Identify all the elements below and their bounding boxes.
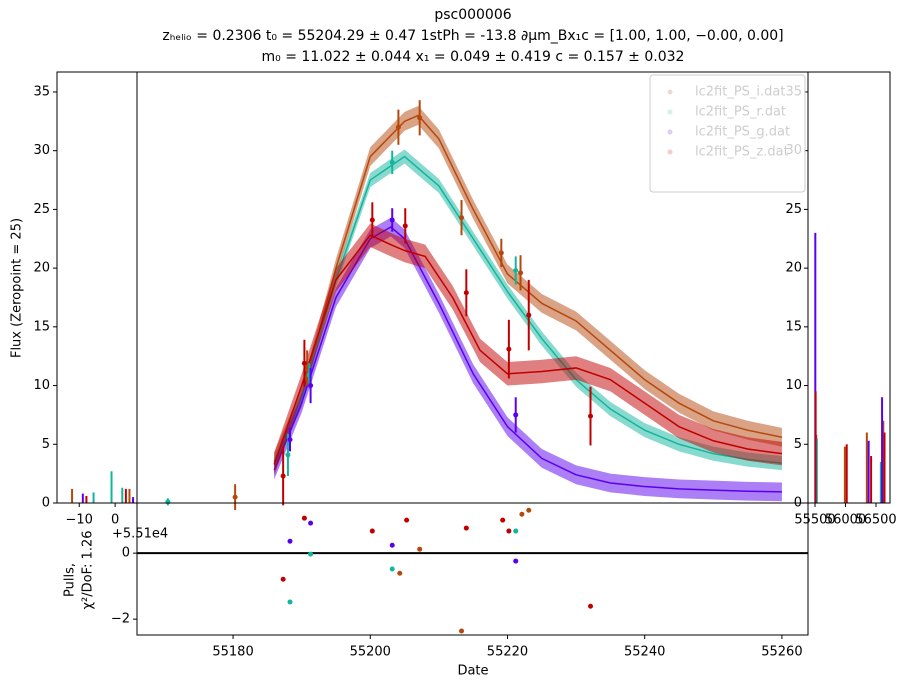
x-tick-label: −10	[66, 513, 93, 528]
pull-point	[459, 628, 465, 634]
pull-point	[417, 546, 423, 552]
pull-point	[308, 551, 314, 557]
data-point	[389, 217, 395, 223]
y-tick-label: 10	[33, 378, 50, 393]
data-point	[506, 346, 512, 352]
y-tick-label: 20	[785, 261, 802, 276]
model-curve	[273, 155, 783, 466]
y-tick-label: 0	[122, 546, 130, 561]
data-point	[165, 499, 171, 505]
pull-point	[404, 517, 410, 523]
data-point	[369, 217, 375, 223]
y-tick-label: 5	[794, 437, 802, 452]
x-tick-label: 55260	[761, 645, 802, 660]
y-axis-label: Pulls,	[63, 563, 78, 597]
subtitle: m₀ = 11.022 ± 0.044 x₁ = 0.049 ± 0.419 c…	[262, 49, 685, 65]
pull-point	[513, 558, 519, 564]
y-tick-label: −2	[111, 612, 130, 627]
model-band	[274, 223, 782, 476]
pull-point	[397, 570, 403, 576]
y-tick-label: 35	[33, 84, 50, 99]
y-tick-label: 25	[33, 202, 50, 217]
data-point	[280, 473, 286, 479]
offset-label: +5.51e4	[112, 527, 168, 542]
data-point	[232, 494, 238, 500]
data-point	[389, 159, 395, 165]
y-axis-label: χ²/DoF: 1.26	[81, 531, 96, 610]
x-axis-label: Date	[457, 664, 488, 679]
y-tick-label: 10	[785, 378, 802, 393]
data-point	[526, 312, 532, 318]
data-point	[285, 452, 291, 458]
data-point	[287, 437, 293, 443]
x-tick-label: 55220	[487, 645, 528, 660]
x-tick-label: 0	[111, 513, 119, 528]
pull-point	[369, 528, 375, 534]
pulls-frame	[136, 502, 809, 636]
x-tick-label: 55240	[624, 645, 665, 660]
x-tick-label: 56500	[855, 513, 896, 528]
data-point	[459, 215, 465, 221]
pull-point	[280, 576, 286, 582]
y-tick-label: 30	[33, 143, 50, 158]
y-tick-label: 0	[42, 496, 50, 511]
pull-point	[506, 528, 512, 534]
model-curve	[273, 234, 783, 465]
right-inset-frame	[807, 71, 891, 504]
x-tick-label: 55200	[350, 645, 391, 660]
pull-point	[513, 528, 519, 534]
data-point	[513, 412, 519, 418]
pull-point	[301, 515, 307, 521]
data-point	[301, 360, 307, 366]
subtitle: zₕₑₗᵢₒ = 0.2306 t₀ = 55204.29 ± 0.47 1st…	[162, 28, 783, 44]
pull-point	[519, 511, 525, 517]
title: psc000006	[434, 7, 511, 23]
model-curve	[273, 114, 783, 463]
pull-point	[389, 566, 395, 572]
data-point	[588, 413, 594, 419]
x-tick-label: 55500	[794, 513, 835, 528]
y-tick-label: 15	[33, 319, 50, 334]
data-point	[518, 270, 524, 276]
pull-point	[308, 520, 314, 526]
data-point	[417, 115, 423, 121]
model-band	[274, 217, 782, 502]
pull-point	[500, 517, 506, 523]
data-point	[395, 124, 401, 130]
pull-point	[526, 507, 532, 513]
y-tick-label: 20	[33, 261, 50, 276]
x-tick-label: 55180	[212, 645, 253, 660]
y-tick-label: 15	[785, 319, 802, 334]
data-point	[308, 383, 314, 389]
y-tick-label: 25	[785, 202, 802, 217]
pull-point	[389, 542, 395, 548]
pull-point	[287, 599, 293, 605]
x-tick-label: 56000	[825, 513, 866, 528]
y-tick-label: 5	[42, 437, 50, 452]
pull-point	[463, 525, 469, 531]
data-point	[498, 250, 504, 256]
data-point	[402, 223, 408, 229]
pull-point	[287, 538, 293, 544]
legend-box	[649, 74, 806, 193]
data-point	[513, 267, 519, 273]
data-point	[463, 290, 469, 296]
y-axis-label: Flux (Zeropoint = 25)	[10, 218, 25, 358]
pull-point	[588, 603, 594, 609]
